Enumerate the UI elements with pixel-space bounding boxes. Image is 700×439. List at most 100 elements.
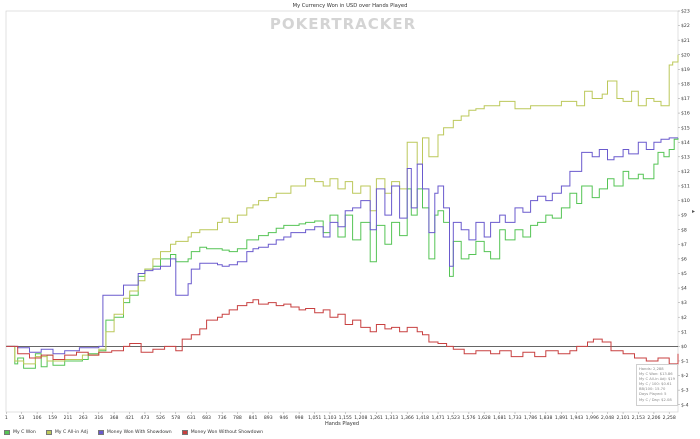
x-tick-label: 998 xyxy=(295,415,304,421)
y-tick-label: $-2 xyxy=(681,373,689,379)
legend-swatch xyxy=(4,430,10,435)
y-tick-label: $23 xyxy=(681,9,690,15)
y-tick-label: $15 xyxy=(681,125,690,131)
x-tick-label: 368 xyxy=(110,415,119,421)
x-tick-label: 1,996 xyxy=(586,415,599,421)
stats-line: My C Won: $13.86 xyxy=(639,372,673,377)
series-line-3 xyxy=(6,299,679,365)
x-tick-label: 631 xyxy=(187,415,196,421)
legend-label: My C Won xyxy=(13,430,36,435)
legend-label: My C All-in Adj xyxy=(54,430,88,435)
x-axis: 1 53 106 159 211 263 316 368 421 473 526 578 631 683 7… xyxy=(5,412,676,421)
y-tick-label: $12 xyxy=(681,169,690,175)
y-tick-label: $22 xyxy=(681,23,690,29)
x-tick-label: 2,101 xyxy=(616,415,629,421)
legend-label: Money Won With Showdown xyxy=(106,430,172,435)
x-tick-label: 1,891 xyxy=(555,415,568,421)
x-tick-label: 1,523 xyxy=(447,415,460,421)
x-tick-label: 683 xyxy=(202,415,211,421)
x-tick-label: 1,261 xyxy=(370,415,383,421)
legend-item: Money Won Without Showdown xyxy=(181,430,264,435)
legend-item: My C All-in Adj xyxy=(45,430,88,435)
x-tick-label: 736 xyxy=(218,415,227,421)
x-tick-label: 2,048 xyxy=(601,415,614,421)
legend-item: My C Won xyxy=(4,430,36,435)
x-axis-title: Hands Played xyxy=(325,421,359,427)
x-tick-label: 473 xyxy=(141,415,150,421)
x-tick-label: 421 xyxy=(125,415,134,421)
y-tick-label: $18 xyxy=(681,82,690,88)
x-tick-label: 2,153 xyxy=(632,415,645,421)
x-tick-label: 1,051 xyxy=(308,415,321,421)
stats-line: BB/100: 15.70 xyxy=(639,387,666,392)
x-tick-label: 1,103 xyxy=(323,415,336,421)
y-tick-label: $19 xyxy=(681,67,690,73)
x-tick-label: 1,366 xyxy=(401,415,414,421)
legend-label: Money Won Without Showdown xyxy=(190,430,264,435)
series-group xyxy=(6,54,679,369)
y-tick-label: $21 xyxy=(681,38,690,44)
stats-line: My C All-in Adj: $19.87 xyxy=(639,377,675,382)
plot-area xyxy=(5,10,679,413)
y-tick-label: $-3 xyxy=(681,388,689,394)
x-tick-label: 788 xyxy=(233,415,242,421)
y-axis-arrow: ▸ xyxy=(692,208,695,215)
x-tick-label: 1,838 xyxy=(539,415,552,421)
y-tick-label: $10 xyxy=(681,198,690,204)
y-tick-label: $11 xyxy=(681,184,690,190)
chart-title: My Currency Won in USD over Hands Played xyxy=(293,3,408,9)
x-tick-label: 159 xyxy=(48,415,57,421)
x-tick-label: 2,258 xyxy=(663,415,676,421)
y-tick-label: $17 xyxy=(681,96,690,102)
legend-swatch xyxy=(181,430,188,435)
x-tick-label: 893 xyxy=(264,415,273,421)
x-tick-label: 1,786 xyxy=(524,415,537,421)
x-tick-label: 1,471 xyxy=(431,415,444,421)
x-tick-label: 841 xyxy=(249,415,258,421)
x-tick-label: 211 xyxy=(64,415,73,421)
watermark: POKERTRACKER xyxy=(270,15,416,33)
stats-line: Hands: 2,288 xyxy=(639,367,664,371)
series-line-2 xyxy=(6,137,678,355)
x-tick-label: 1,576 xyxy=(462,415,475,421)
y-tick-label: $1 xyxy=(681,329,687,335)
x-tick-label: 1,313 xyxy=(385,415,398,421)
x-tick-label: 263 xyxy=(79,415,88,421)
y-tick-label: $16 xyxy=(681,111,690,117)
y-tick-label: $-1 xyxy=(681,359,689,365)
legend-swatch xyxy=(45,430,52,435)
y-tick-label: $9 xyxy=(681,213,687,219)
y-tick-label: $14 xyxy=(681,140,690,146)
x-tick-label: 578 xyxy=(171,415,180,421)
y-tick-label: $5 xyxy=(681,271,687,277)
legend-item: Money Won With Showdown xyxy=(97,430,172,435)
stats-line: My C / 100: $0.61 xyxy=(639,382,672,387)
stats-box: Hands: 2,288 My C Won: $13.86 My C All-in … xyxy=(636,364,678,406)
x-tick-label: 1,681 xyxy=(493,415,506,421)
x-tick-label: 526 xyxy=(156,415,165,421)
y-tick-label: $20 xyxy=(681,52,690,58)
y-tick-label: $3 xyxy=(681,300,687,306)
x-tick-label: 106 xyxy=(33,415,42,421)
x-tick-label: 1,208 xyxy=(354,415,367,421)
y-tick-label: $7 xyxy=(681,242,687,248)
series-line-1 xyxy=(6,54,679,365)
x-tick-label: 1,418 xyxy=(416,415,429,421)
y-tick-label: $4 xyxy=(681,286,687,292)
x-tick-label: 1,155 xyxy=(339,415,352,421)
y-axis: $23 $22 $21 $20 $19 $18 $17 $16 $15 $14 $13 $12 $11 $… xyxy=(678,9,690,408)
y-tick-label: $8 xyxy=(681,227,687,233)
x-tick-label: 946 xyxy=(279,415,288,421)
y-tick-label: $13 xyxy=(681,154,690,160)
x-tick-label: 1,733 xyxy=(508,415,521,421)
y-tick-label: $2 xyxy=(681,315,687,321)
legend: My C Won My C All-in Adj Money Won With Sh… xyxy=(4,428,263,437)
x-tick-label: 1,628 xyxy=(478,415,491,421)
x-tick-label: 1 xyxy=(5,415,8,421)
legend-swatch xyxy=(97,430,104,435)
series-line-0 xyxy=(6,137,679,369)
x-tick-label: 316 xyxy=(94,415,103,421)
y-tick-label: $0 xyxy=(681,344,687,350)
y-tick-label: $6 xyxy=(681,256,687,262)
